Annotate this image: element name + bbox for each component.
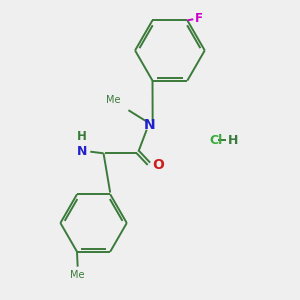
Text: N: N	[144, 118, 156, 132]
Text: N: N	[77, 145, 87, 158]
Text: H: H	[77, 130, 87, 143]
Text: Cl: Cl	[210, 134, 223, 146]
Text: Me: Me	[106, 95, 120, 105]
Text: O: O	[153, 158, 164, 172]
Text: Me: Me	[70, 270, 85, 280]
Text: F: F	[195, 12, 203, 25]
Text: H: H	[228, 134, 238, 146]
